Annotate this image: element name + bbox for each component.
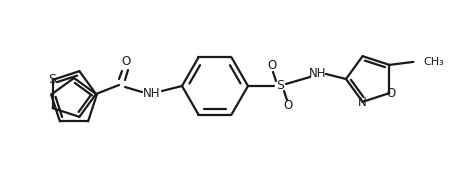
Text: CH₃: CH₃ <box>423 57 443 67</box>
Text: NH: NH <box>143 87 161 100</box>
Text: O: O <box>386 87 395 100</box>
Text: S: S <box>48 73 56 86</box>
Text: NH: NH <box>308 68 326 80</box>
Text: O: O <box>283 99 292 112</box>
Text: N: N <box>357 96 366 109</box>
Text: O: O <box>121 55 130 68</box>
Text: S: S <box>276 80 283 93</box>
Text: O: O <box>267 59 276 73</box>
